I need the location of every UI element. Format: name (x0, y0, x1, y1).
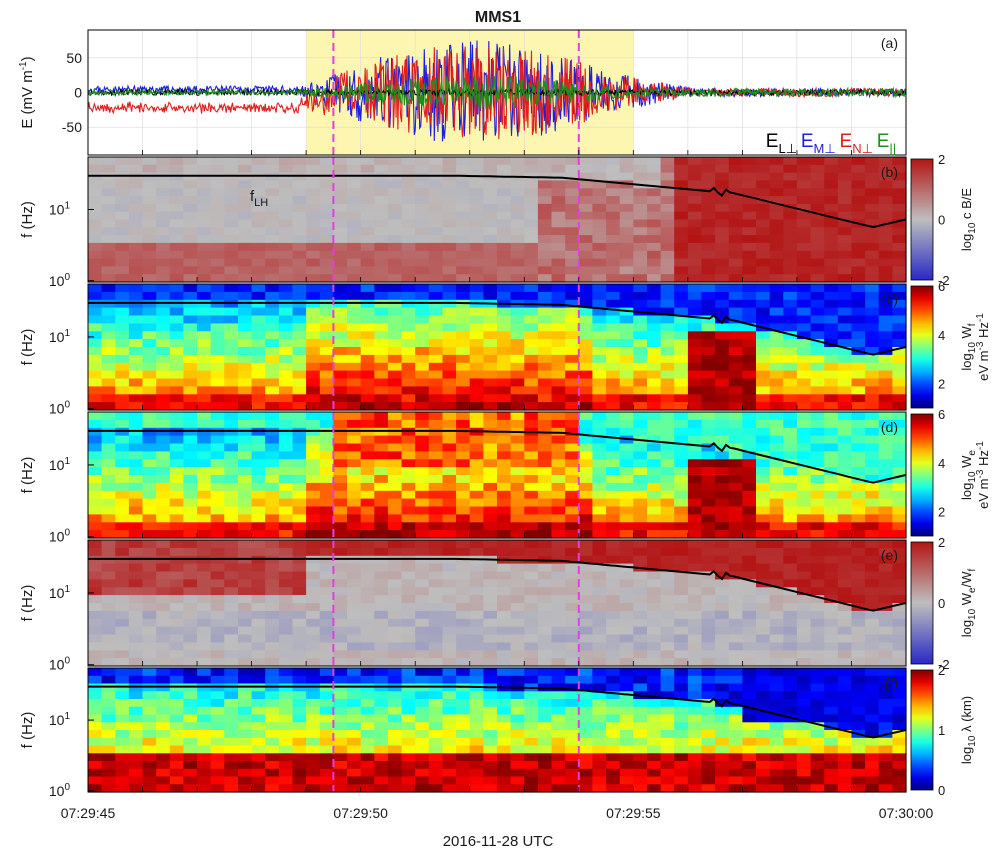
y-tick-label: 50 (66, 50, 82, 66)
colorbar-tick-label: 0 (938, 783, 945, 798)
colorbar (910, 158, 934, 281)
x-tick-label: 07:30:00 (879, 805, 934, 821)
colorbar-tick-label: 2 (938, 152, 945, 167)
panel-label: (f) (885, 675, 898, 691)
x-tick-label: 07:29:50 (333, 805, 388, 821)
legend: EL⊥ EM⊥ EN⊥ E|| (766, 131, 900, 156)
legend-entry: E (766, 131, 779, 152)
y-axis-label: f (Hz) (19, 712, 36, 749)
flh-curve (88, 301, 907, 356)
colorbar-tick-label: 6 (938, 407, 945, 422)
panel-b: fLH (b) 101 100 f (Hz) 2 0 -2 log10 c B/E (19, 152, 978, 289)
colorbar-label: log10 Wf (959, 323, 978, 370)
colorbar-tick-label: 2 (938, 505, 945, 520)
legend-entry: E (877, 131, 890, 152)
colorbar (910, 541, 934, 665)
colorbar-label: log10 We/Wf (959, 568, 978, 637)
flh-curve (88, 429, 907, 484)
y-tick-label: 101 (49, 456, 71, 473)
panel-label: (b) (881, 164, 898, 180)
colorbar-label: log10 c B/E (959, 188, 978, 251)
y-tick-label: 101 (49, 711, 71, 728)
colorbar-tick-label: 6 (938, 279, 945, 294)
colorbar (910, 669, 934, 791)
colorbar-tick-label: 2 (938, 535, 945, 550)
legend-entry: E (801, 131, 814, 152)
panel-e-heatmap (88, 540, 907, 667)
colorbar-tick-label: -2 (938, 657, 950, 672)
colorbar-tick-label: 4 (938, 456, 945, 471)
colorbar-tick-label: 4 (938, 328, 945, 343)
colorbar-tick-label: 0 (938, 596, 945, 611)
panel-c-heatmap (88, 284, 907, 411)
x-axis: 07:29:45 07:29:50 07:29:55 07:30:00 (61, 150, 934, 821)
colorbar-tick-label: 0 (938, 213, 945, 228)
y-axis-label: f (Hz) (19, 201, 36, 238)
colorbar-tick-label: 1 (938, 723, 945, 738)
y-axis-label: f (Hz) (19, 457, 36, 494)
colorbar-unit: eV m-3 Hz-1 (975, 313, 991, 381)
colorbar-label: log10 λ (km) (959, 696, 978, 764)
flh-curve (88, 557, 907, 612)
panel-f-frame (87, 667, 907, 793)
colorbar-unit: eV m-3 Hz-1 (975, 441, 991, 509)
panel-c-frame (87, 283, 907, 411)
panel-a: 50 0 -50 (a) E (mV m-1) EL⊥ EM⊥ EN⊥ E|| (18, 29, 907, 156)
colorbar-tick-label: 2 (938, 377, 945, 392)
flh-curve (88, 174, 907, 229)
x-tick-label: 07:29:55 (606, 805, 661, 821)
y-tick-label: 100 (49, 656, 71, 673)
y-tick-label: 100 (49, 400, 71, 417)
panel-label: (c) (882, 291, 898, 307)
panel-d-frame (87, 411, 907, 539)
y-tick-label: 100 (49, 782, 71, 799)
colorbar-tick-label: 2 (938, 663, 945, 678)
series-line-E_par (88, 75, 906, 110)
colorbar (910, 285, 934, 409)
y-tick-label: 101 (49, 584, 71, 601)
y-axis-label: f (Hz) (19, 585, 36, 622)
figure-title: MMS1 (475, 9, 521, 26)
panel-d-heatmap (88, 412, 907, 539)
legend-entry: E (840, 131, 853, 152)
panel-label: (e) (881, 547, 898, 563)
y-tick-label: 101 (49, 328, 71, 345)
panel-label: (a) (881, 35, 898, 51)
flh-label: fLH (250, 188, 268, 209)
panel-f-heatmap (88, 668, 907, 793)
y-tick-label: 101 (49, 201, 71, 218)
y-tick-label: 100 (49, 528, 71, 545)
x-tick-label: 07:29:45 (61, 805, 116, 821)
y-tick-label: 100 (49, 272, 71, 289)
panel-e-frame (87, 539, 907, 667)
y-tick-label: 0 (74, 85, 82, 101)
panel-a-frame (87, 29, 907, 156)
panel-b-frame (87, 156, 907, 283)
panel-f: (f) 101 100 f (Hz) 2 1 0 log10 λ (km) (19, 663, 978, 799)
y-tick-label: -50 (62, 119, 82, 135)
panel-label: (d) (881, 419, 898, 435)
x-axis-label: 2016-11-28 UTC (443, 833, 554, 850)
panel-e: (e) 101 100 f (Hz) 2 0 -2 log10 We/Wf (19, 535, 978, 673)
colorbar-label: log10 We (959, 450, 978, 500)
colorbar (910, 413, 934, 537)
colorbar-tick-label: -2 (938, 273, 950, 288)
y-axis-label: E (mV m-1) (18, 56, 36, 128)
y-axis-label: f (Hz) (19, 329, 36, 366)
flh-curve (88, 685, 907, 739)
